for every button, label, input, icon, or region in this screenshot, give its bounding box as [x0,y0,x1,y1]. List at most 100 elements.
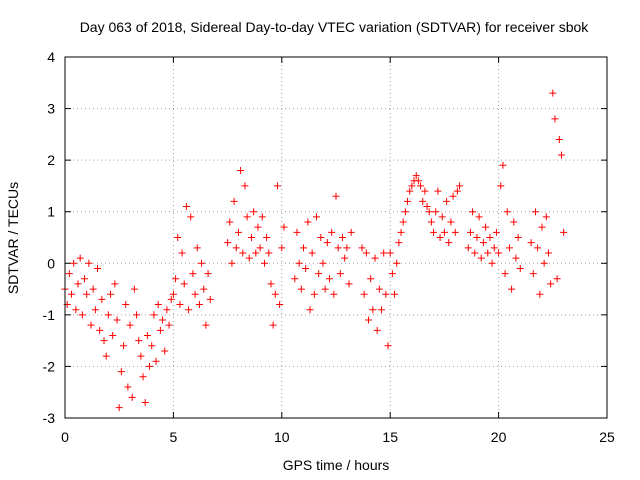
data-point [341,254,349,262]
data-point [72,306,80,314]
data-point [111,280,119,288]
x-tick-label: 15 [382,429,398,445]
data-point [417,182,425,190]
data-point [115,404,123,412]
data-point [423,203,431,211]
data-point [245,254,253,262]
data-point [347,228,355,236]
data-point [490,244,498,252]
data-point [78,311,86,319]
data-point [176,301,184,309]
data-point [295,259,303,267]
data-point [178,249,186,257]
data-point [419,197,427,205]
data-point [89,285,97,293]
grid-lines [65,57,607,418]
data-point [547,280,555,288]
y-tick-label: -1 [43,307,56,323]
data-point [243,213,251,221]
data-point [514,234,522,241]
data-point [237,166,245,174]
data-point [150,311,158,319]
data-point [358,244,366,252]
data-point [156,326,164,334]
data-point [204,270,212,278]
data-point [308,249,316,257]
data-point [449,192,457,200]
data-point [124,383,132,391]
data-point [388,270,396,278]
data-point [250,208,258,216]
data-point [503,208,511,216]
data-point [453,187,461,195]
data-point [198,259,206,267]
data-point [369,306,377,314]
data-point [65,270,73,278]
data-point [475,213,483,221]
x-tick-label: 0 [61,429,69,445]
data-point [133,311,141,319]
x-tick-label: 25 [599,429,615,445]
data-point [469,208,477,216]
data-point [104,311,112,319]
data-point [141,399,149,407]
data-point [440,228,448,236]
data-point [538,223,546,231]
data-point [304,218,312,226]
data-point [430,228,438,236]
data-point [83,290,91,298]
data-point [232,244,240,252]
data-point [497,182,505,190]
data-point [293,228,301,236]
data-point [226,218,234,226]
data-point [70,259,78,267]
data-point [302,264,310,272]
data-point [486,234,494,241]
data-point [163,306,171,314]
data-points [61,89,568,412]
data-point [505,244,513,252]
data-point [193,244,201,252]
data-point [273,182,281,190]
data-point [109,331,117,339]
y-tick-label: 2 [47,152,55,168]
data-point [137,352,145,360]
x-tick-label: 10 [274,429,290,445]
data-point [234,228,242,236]
data-point [414,177,422,185]
data-point [451,228,459,236]
data-point [267,280,275,288]
data-point [510,218,518,226]
data-point [343,244,351,252]
data-point [280,223,288,231]
data-point [148,342,156,350]
data-point [297,285,305,293]
data-point [291,275,299,283]
data-point [367,275,375,283]
data-point [393,259,401,267]
data-point [167,295,175,303]
data-point [323,239,331,247]
data-point [230,197,238,205]
data-point [187,213,195,221]
data-point [120,342,128,350]
data-point [276,301,284,309]
data-point [560,228,568,236]
data-point [76,254,84,262]
data-point [260,259,268,267]
data-point [126,321,134,329]
data-point [191,290,199,298]
y-axis-label: SDTVAR / TECUs [5,182,21,294]
chart-title: Day 063 of 2018, Sidereal Day-to-day VTE… [80,19,590,35]
data-point [395,239,403,247]
data-point [143,331,151,339]
data-point [159,316,167,324]
data-point [228,259,236,267]
data-point [206,295,214,303]
data-point [94,264,102,272]
data-point [202,321,210,329]
data-point [258,213,266,221]
data-point [466,228,474,236]
axis-ticks [64,56,608,419]
